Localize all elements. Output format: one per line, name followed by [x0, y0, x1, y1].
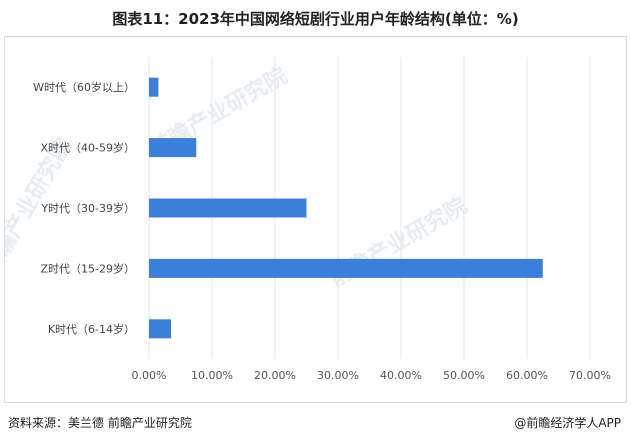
x-tick-label: 50.00%: [443, 369, 485, 382]
chart-title: 图表11：2023年中国网络短剧行业用户年龄结构(单位：%): [112, 10, 519, 28]
category-label: X时代（40-59岁）: [41, 141, 136, 155]
bar: [149, 198, 307, 218]
category-labels: W时代（60岁以上） X时代（40-59岁） Y时代（30-39岁） Z时代（15-2…: [33, 80, 135, 336]
brand-credit: @前瞻经济学人APP: [514, 416, 621, 430]
x-tick-label: 70.00%: [569, 369, 611, 382]
category-label: Z时代（15-29岁）: [41, 261, 136, 275]
bar: [149, 319, 172, 339]
x-tick-label: 60.00%: [506, 369, 548, 382]
bar: [149, 77, 159, 97]
x-tick-label: 20.00%: [254, 369, 296, 382]
category-label: K时代（6-14岁）: [48, 322, 135, 336]
chart-frame: 前瞻产业研究院 前瞻产业研究院 前瞻产业研究院 W时代（60岁以上） X时代（40-5…: [4, 36, 627, 403]
bar: [149, 138, 197, 158]
x-tick-labels: 0.00% 10.00% 20.00% 30.00% 40.00% 50.00% 60.00…: [132, 369, 611, 382]
x-tick-label: 0.00%: [132, 369, 167, 382]
grid-lines: [148, 57, 591, 359]
bar: [149, 258, 543, 278]
x-tick-label: 30.00%: [317, 369, 359, 382]
x-tick-label: 10.00%: [191, 369, 233, 382]
bars: [149, 77, 543, 339]
source-note: 资料来源：美兰德 前瞻产业研究院: [8, 416, 192, 430]
x-tick-label: 40.00%: [380, 369, 422, 382]
category-label: W时代（60岁以上）: [33, 80, 135, 94]
category-label: Y时代（30-39岁）: [40, 201, 135, 215]
